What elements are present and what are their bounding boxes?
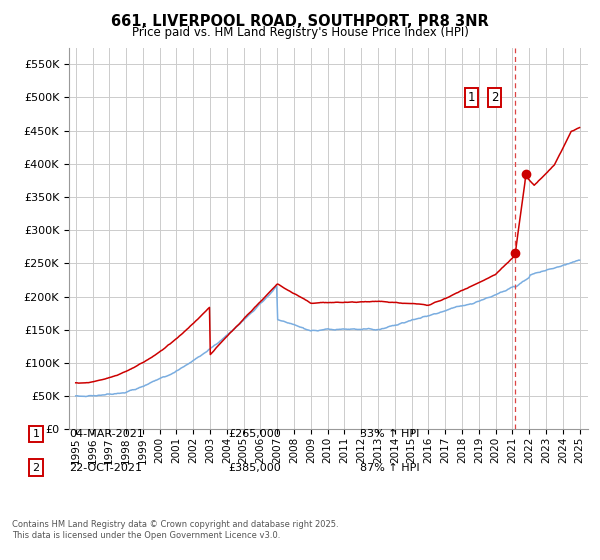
Text: 22-OCT-2021: 22-OCT-2021 xyxy=(69,463,142,473)
Text: 2: 2 xyxy=(491,91,499,104)
Text: 1: 1 xyxy=(467,91,475,104)
Text: Contains HM Land Registry data © Crown copyright and database right 2025.: Contains HM Land Registry data © Crown c… xyxy=(12,520,338,529)
Text: 2: 2 xyxy=(32,463,40,473)
Text: 661, LIVERPOOL ROAD, SOUTHPORT, PR8 3NR: 661, LIVERPOOL ROAD, SOUTHPORT, PR8 3NR xyxy=(111,14,489,29)
Text: Price paid vs. HM Land Registry's House Price Index (HPI): Price paid vs. HM Land Registry's House … xyxy=(131,26,469,39)
Text: 87% ↑ HPI: 87% ↑ HPI xyxy=(360,463,419,473)
Text: 33% ↑ HPI: 33% ↑ HPI xyxy=(360,429,419,439)
Text: £265,000: £265,000 xyxy=(228,429,281,439)
Text: This data is licensed under the Open Government Licence v3.0.: This data is licensed under the Open Gov… xyxy=(12,531,280,540)
Text: 04-MAR-2021: 04-MAR-2021 xyxy=(69,429,144,439)
Text: 1: 1 xyxy=(32,429,40,439)
Text: £385,000: £385,000 xyxy=(228,463,281,473)
